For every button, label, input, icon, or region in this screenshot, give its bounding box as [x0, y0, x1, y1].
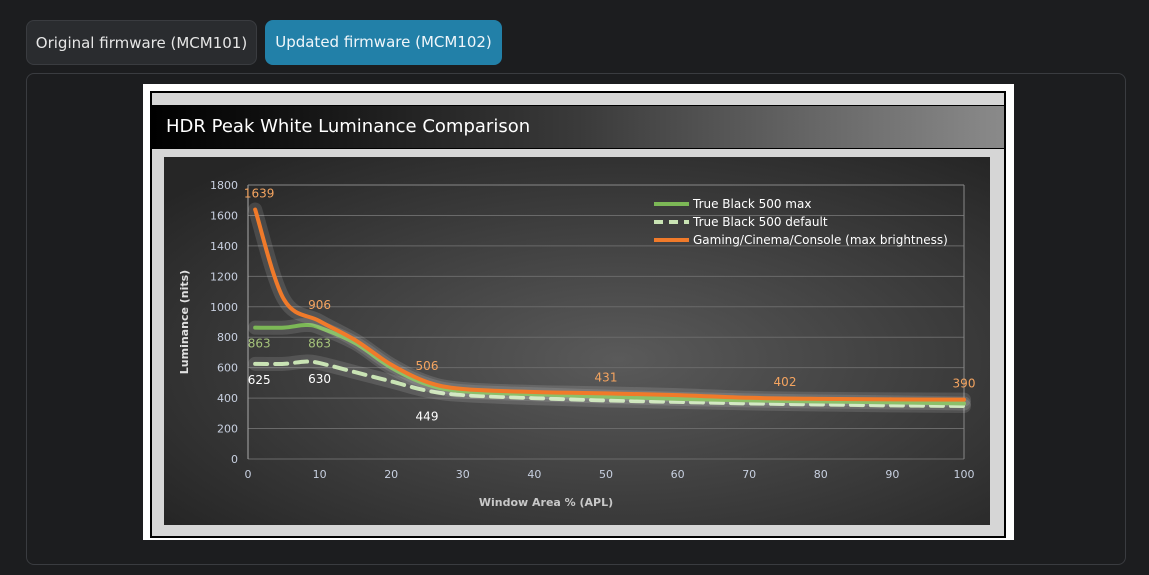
legend-label: Gaming/Cinema/Console (max brightness) [693, 233, 948, 247]
x-tick-label: 80 [814, 468, 828, 481]
x-axis-label: Window Area % (APL) [479, 496, 613, 509]
x-tick-label: 10 [313, 468, 327, 481]
x-tick-label: 100 [954, 468, 975, 481]
data-label: 402 [774, 375, 797, 389]
data-label: 506 [416, 359, 439, 373]
x-tick-label: 60 [671, 468, 685, 481]
data-label: 863 [308, 337, 331, 351]
chart-container: HDR Peak White Luminance Comparison 0 200… [150, 91, 1006, 538]
x-tick-label: 90 [885, 468, 899, 481]
data-label: 906 [308, 298, 331, 312]
legend-label: True Black 500 max [692, 197, 811, 211]
x-tick-label: 0 [245, 468, 252, 481]
plot-background [164, 157, 990, 525]
x-tick-label: 50 [599, 468, 613, 481]
chart-title: HDR Peak White Luminance Comparison [166, 116, 531, 137]
tab-original-firmware[interactable]: Original firmware (MCM101) [26, 20, 257, 65]
data-label: 390 [953, 377, 976, 391]
y-axis-label: Luminance (nits) [178, 270, 191, 374]
data-label: 449 [416, 410, 439, 424]
y-tick-label: 1000 [210, 301, 238, 314]
y-tick-label: 0 [231, 453, 238, 466]
series-line-2 [253, 207, 966, 402]
y-tick-label: 1800 [210, 179, 238, 192]
line-chart: 0 200 400 600 800 1000 1200 1400 1600 1800 0 10 20 30… [164, 157, 990, 525]
data-label: 625 [248, 373, 271, 387]
y-tick-label: 1200 [210, 270, 238, 283]
y-tick-label: 400 [217, 392, 238, 405]
tab-updated-firmware[interactable]: Updated firmware (MCM102) [265, 20, 502, 65]
data-label: 431 [595, 370, 618, 384]
legend-label: True Black 500 default [692, 215, 828, 229]
y-tick-label: 200 [217, 423, 238, 436]
series-line-0 [253, 323, 966, 406]
x-tick-label: 20 [384, 468, 398, 481]
tab-panel [26, 73, 1126, 565]
y-tick-label: 1600 [210, 209, 238, 222]
data-label: 1639 [244, 187, 275, 201]
chart-title-bar: HDR Peak White Luminance Comparison [152, 105, 1004, 149]
y-tick-label: 800 [217, 331, 238, 344]
series-line-1 [253, 359, 966, 409]
data-label: 863 [248, 337, 271, 351]
x-tick-label: 40 [527, 468, 541, 481]
x-tick-label: 30 [456, 468, 470, 481]
y-tick-label: 1400 [210, 240, 238, 253]
y-tick-label: 600 [217, 362, 238, 375]
x-tick-label: 70 [742, 468, 756, 481]
data-label: 630 [308, 372, 331, 386]
